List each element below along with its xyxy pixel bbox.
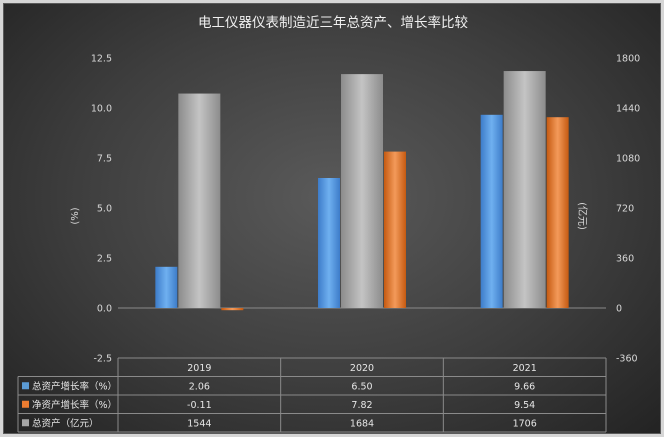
table-value: 9.54 <box>514 400 535 411</box>
legend-label: 总资产增长率（%） <box>32 380 117 392</box>
legend-label: 总资产（亿元） <box>32 417 99 429</box>
table-value: 1706 <box>513 418 537 429</box>
bar-total-assets-2021 <box>503 71 546 308</box>
chart-title: 电工仪器仪表制造近三年总资产、增长率比较 <box>198 14 468 31</box>
legend-label: 净资产增长率（%） <box>32 399 117 411</box>
bar-net-asset-growth-2021 <box>546 117 569 308</box>
table-value: -0.11 <box>187 400 212 411</box>
legend-swatch <box>22 382 29 390</box>
category-label: 2021 <box>513 363 537 374</box>
data-table: 2019 2020 2021 总资产增长率（%） 2.06 6.50 9.66 净资产增长率（… <box>17 357 607 433</box>
chart-frame: 电工仪器仪表制造近三年总资产、增长率比较 (%) (亿元) 12.5 10.0 7.… <box>3 3 661 434</box>
y-right-tick-label: 1440 <box>616 104 640 115</box>
table-value: 6.50 <box>351 381 372 392</box>
y-right-tick-label: 360 <box>616 254 634 265</box>
y-axis-left-ticks: 12.5 10.0 7.5 5.0 2.5 0.0 -2.5 <box>91 54 112 365</box>
y-axis-right-ticks: 1800 1440 1080 720 360 0 -360 <box>616 54 640 365</box>
bar-total-assets-2019 <box>178 93 221 308</box>
y-right-tick-label: 0 <box>616 304 622 315</box>
bar-total-asset-growth-2021 <box>480 114 503 308</box>
y-axis-left-label: (%) <box>70 207 81 224</box>
y-right-tick-label: 720 <box>616 204 634 215</box>
table-value: 2.06 <box>189 381 210 392</box>
bar-total-assets-2020 <box>341 74 383 308</box>
bar-total-asset-growth-2019 <box>155 266 178 308</box>
y-left-tick-label: 0.0 <box>97 304 112 315</box>
bar-net-asset-growth-2020 <box>384 151 406 308</box>
table-value: 1544 <box>187 418 211 429</box>
y-left-tick-label: 10.0 <box>91 104 112 115</box>
y-left-tick-label: 7.5 <box>97 154 112 165</box>
legend-swatch <box>22 400 29 408</box>
category-label: 2020 <box>350 363 374 374</box>
legend-swatch <box>22 419 29 427</box>
y-right-tick-label: 1800 <box>616 54 640 65</box>
y-left-tick-label: 2.5 <box>97 254 112 265</box>
table-value: 7.82 <box>351 400 372 411</box>
chart-canvas: 电工仪器仪表制造近三年总资产、增长率比较 (%) (亿元) 12.5 10.0 7.… <box>17 14 640 433</box>
table-value: 1684 <box>350 418 374 429</box>
y-right-tick-label: 1080 <box>616 154 640 165</box>
bar-total-asset-growth-2020 <box>318 178 340 308</box>
bars-group <box>118 71 606 311</box>
table-value: 9.66 <box>514 381 535 392</box>
y-right-tick-label: -360 <box>616 354 638 365</box>
y-left-tick-label: 12.5 <box>91 54 112 65</box>
category-label: 2019 <box>187 363 211 374</box>
y-left-tick-label: -2.5 <box>93 354 112 365</box>
y-left-tick-label: 5.0 <box>97 204 112 215</box>
y-axis-right-label: (亿元) <box>576 202 589 230</box>
bar-net-asset-growth-2019 <box>221 308 244 311</box>
